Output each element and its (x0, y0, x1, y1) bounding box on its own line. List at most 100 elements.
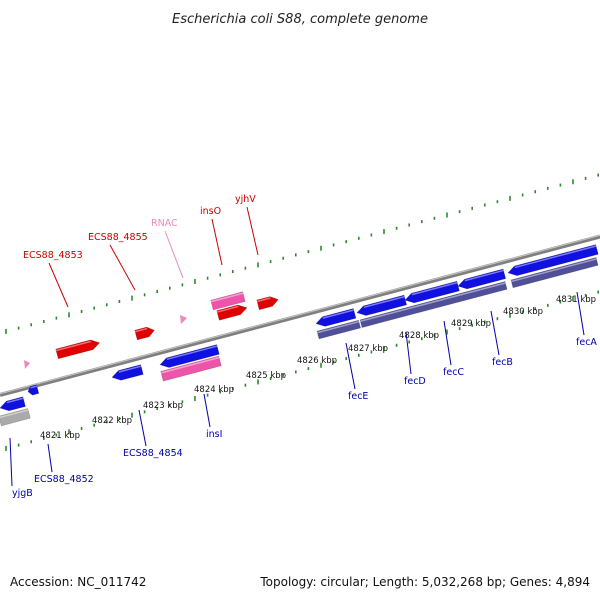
gene-label-ecs88_4852: ECS88_4852 (34, 474, 94, 485)
gene-label-ecs88_4853: ECS88_4853 (23, 250, 83, 261)
gene-pseudo-left-sheen (0, 409, 29, 419)
gene-yjgb-shape (0, 396, 26, 412)
gene-insi-rna-shape (160, 355, 222, 382)
leader-line (443, 320, 452, 366)
scale-label: 4830 kbp (503, 307, 543, 317)
gene-label-ecs88_4854: ECS88_4854 (123, 448, 183, 459)
gene-label-feca: fecA (576, 337, 597, 348)
gene-fecb-shape (457, 268, 507, 290)
gene-fece-sheen (322, 309, 354, 319)
operon-feca (510, 257, 599, 289)
scale-label: 4827 kbp (348, 344, 388, 354)
backbone-highlight (0, 234, 600, 395)
gene-insi (159, 344, 220, 368)
gene-label-fecc: fecC (443, 367, 464, 378)
gene-fece-shape (315, 308, 357, 327)
leader-line (246, 206, 259, 256)
gene-fecb-sheen (464, 269, 504, 282)
gene-yjgb (0, 396, 26, 412)
gene-label-fecb: fecB (492, 357, 513, 368)
gene-ecs88-4855 (134, 326, 155, 341)
gene-label-insi: insI (206, 429, 222, 440)
leader-line (203, 393, 211, 428)
operon-fecdcb-shape (359, 281, 508, 328)
leader-line (211, 218, 223, 266)
gene-label-yjhv: yjhV (235, 194, 256, 205)
gene-label-yjgb: yjgB (12, 488, 33, 499)
gene-label-inso: insO (200, 206, 221, 217)
gene-insi-rna (160, 355, 222, 382)
gene-features (0, 244, 599, 427)
gene-ecs88-4854-shape (111, 364, 144, 381)
leader-line (138, 409, 147, 447)
gene-ecs88-4853 (55, 339, 101, 360)
gene-label-rnac: RNAC (151, 218, 178, 229)
operon-fece-sheen (317, 320, 360, 334)
gene-small-left-sheen (30, 385, 38, 389)
genome-summary-text: Topology: circular; Length: 5,032,268 bp… (259, 575, 590, 589)
operon-fece-shape (316, 319, 361, 340)
gene-inso-sheen (210, 292, 244, 303)
gene-labels: ECS88_4853ECS88_4855RNACinsOyjhVyjgBECS8… (12, 194, 597, 499)
tick-marks (5, 173, 600, 451)
leader-line (48, 262, 69, 308)
rna-marker (180, 315, 187, 324)
gene-fecc-sheen (411, 281, 458, 296)
operon-fecdcb-sheen (360, 282, 506, 323)
gene-fecd-sheen (363, 295, 405, 309)
leader-line (164, 230, 184, 279)
leader-line (576, 291, 585, 336)
accession-text: Accession: NC_011742 (10, 575, 146, 589)
gene-label-fecd: fecD (404, 376, 426, 387)
gene-inso (210, 291, 246, 311)
gene-inso-shape (210, 291, 246, 311)
scale-label: 4821 kbp (40, 431, 80, 441)
gene-fecc (404, 280, 460, 304)
gene-label-ecs88_4855: ECS88_4855 (88, 232, 148, 243)
gene-label-fece: fecE (348, 391, 368, 402)
gene-yjhv-b-sheen (256, 297, 271, 303)
leader-line (405, 331, 412, 375)
gene-feca (507, 244, 599, 276)
gene-yjgb-sheen (6, 397, 24, 404)
leader-line (490, 310, 500, 356)
scale-label: 4826 kbp (297, 356, 337, 366)
gene-fecb (457, 268, 507, 290)
gene-ecs88-4854-sheen (118, 365, 142, 373)
gene-ecs88-4853-shape (55, 339, 101, 360)
operon-feca-shape (510, 257, 599, 289)
gene-small-left-shape (27, 384, 40, 396)
gene-small-left (27, 384, 40, 396)
gene-ecs88-4855-sheen (134, 327, 148, 333)
scale-label: 4825 kbp (246, 371, 286, 381)
scale-labels: 4821 kbp 4822 kbp 4823 kbp 4824 kbp 4825 kbp… (40, 295, 596, 441)
gene-ecs88-4855-shape (134, 326, 155, 341)
backbone-line (0, 234, 600, 397)
operon-fecdcb (359, 281, 508, 328)
gene-ecs88-4853-sheen (55, 340, 92, 352)
gene-insi-sheen (166, 345, 218, 361)
rna-marker-left (24, 360, 30, 369)
gene-pseudo-left (0, 408, 31, 427)
gene-insi-shape (159, 344, 220, 368)
gene-ecs88-4854 (111, 364, 144, 381)
scale-label: 4828 kbp (399, 331, 439, 341)
gene-yjhv-a-sheen (216, 305, 239, 313)
map-title: Escherichia coli S88, complete genome (172, 12, 428, 27)
label-leader-lines (9, 206, 585, 487)
scale-label: 4823 kbp (143, 401, 183, 411)
leader-line (47, 443, 53, 473)
gene-fecd (356, 294, 407, 316)
gene-fecc-shape (404, 280, 460, 304)
gene-pseudo-left-shape (0, 408, 31, 427)
gene-fece (315, 308, 357, 327)
leader-line (109, 244, 136, 291)
gene-feca-sheen (514, 245, 597, 269)
gene-yjhv-a (216, 304, 248, 321)
operon-feca-sheen (511, 258, 597, 283)
scale-label: 4831 kbp (556, 295, 596, 305)
scale-label: 4822 kbp (92, 416, 132, 426)
genome-backbone (0, 234, 600, 397)
scale-label: 4824 kbp (194, 385, 234, 395)
